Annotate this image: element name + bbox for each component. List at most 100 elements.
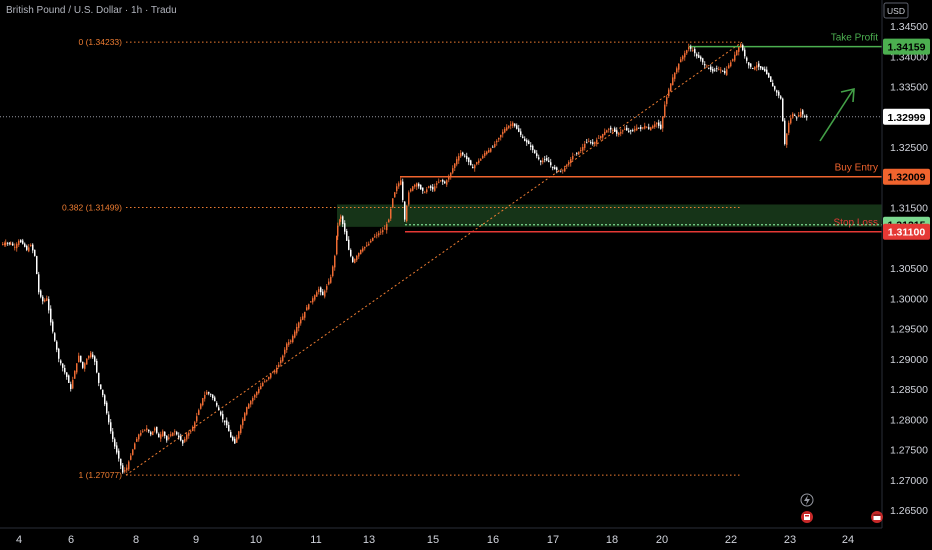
candle-body [196,416,198,422]
candle-body [64,367,66,373]
candle-body [210,394,212,396]
currency-badge[interactable] [883,2,909,19]
time-tick-label: 6 [68,534,74,546]
candle-body [366,245,368,247]
candle-body [116,445,118,453]
time-axis-ticks[interactable]: 4 6 8 9 10 11 13 15 16 17 18 20 22 23 24 [16,534,854,546]
candle-body [468,157,470,163]
take-profit-label: Take Profit [831,33,878,44]
candle-body [52,321,54,332]
candle-body [458,156,460,161]
candle-body [526,140,528,143]
price-tick-label: 1.30500 [890,263,928,275]
candle-body [586,142,588,144]
candle-body [286,343,288,350]
candle-body [374,236,376,238]
event-flag-icon[interactable] [801,511,813,523]
candle-body [130,455,132,460]
candle-body [396,186,398,192]
candle-body [668,89,670,97]
candle-body [792,113,794,118]
candle-body [538,157,540,160]
candle-body [584,143,586,148]
candle-body [339,219,341,225]
candle-body [440,180,442,182]
candle-body [580,150,582,151]
price-axis-ticks[interactable]: 1.345001.340001.335001.325001.315001.305… [890,21,928,517]
candle-body [332,266,334,276]
candle-body [732,59,734,61]
candle-body [410,189,412,192]
candle-body [524,138,526,141]
candle-body [438,181,440,183]
candle-body [748,62,750,66]
candle-body [190,431,192,433]
candle-body [348,239,350,250]
candle-body [778,91,780,96]
candle-body [302,316,304,320]
candle-body [182,440,184,444]
candle-body [274,370,276,373]
candle-body [616,130,618,134]
candle-body [248,404,250,409]
up-arrow-line [819,89,854,142]
candle-body [718,68,720,70]
candle-body [452,168,454,173]
candle-body [678,63,680,70]
candle-body [308,304,310,310]
candle-body [744,49,746,57]
candle-body [702,58,704,63]
candle-body [328,281,330,285]
candle-body [494,143,496,148]
candle-body [184,438,186,442]
candle-body [664,104,666,117]
time-tick-label: 13 [363,534,375,546]
calendar-event-icon[interactable] [871,511,883,523]
candle-body [212,394,214,399]
candle-body [652,125,654,129]
candle-body [170,434,172,436]
candle-body [414,184,416,187]
candle-body [172,432,174,436]
candle-body [218,407,220,411]
candle-body [794,115,796,116]
candle-body [42,296,44,302]
candle-body [456,159,458,165]
candle-body [496,140,498,143]
candle-body [160,434,162,439]
candle-body [696,54,698,57]
candle-body [612,130,614,131]
candle-body [624,128,626,130]
candle-body [738,47,740,52]
candle-body [604,131,606,135]
candle-body [372,237,374,241]
candle-body [230,432,232,438]
candle-body [326,286,328,290]
candle-body [162,431,164,437]
price-tick-label: 1.34500 [890,21,928,33]
time-tick-label: 23 [784,534,796,546]
candle-body [806,116,808,118]
candle-body [592,142,594,144]
candle-body [622,130,624,132]
candle-body [252,398,254,402]
candles-group [2,42,808,474]
candle-body [724,70,726,74]
candle-body [166,435,168,441]
candle-body [2,244,4,246]
candle-body [742,45,744,51]
support-zone [337,204,882,227]
candle-body [522,136,524,138]
lightning-icon[interactable] [800,493,814,507]
candle-body [164,431,166,436]
candle-body [12,243,14,246]
candle-body [656,122,658,125]
chart-title: British Pound / U.S. Dollar · 1h · Tradu [6,5,177,16]
candle-body [104,395,106,405]
candle-body [790,118,792,124]
candle-body [122,465,124,473]
candle-body [768,73,770,78]
candle-body [478,160,480,163]
candle-body [88,355,90,359]
